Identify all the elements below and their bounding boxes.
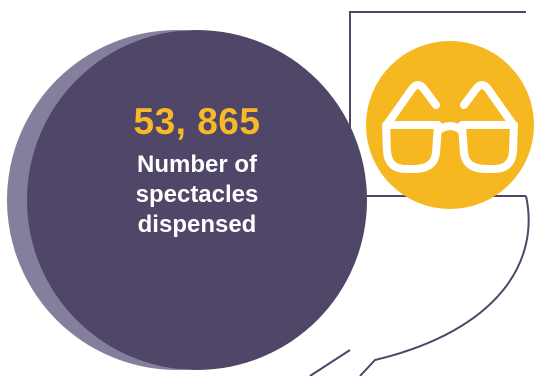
stat-block: 53, 865 Number of spectacles dispensed [97,100,297,240]
stat-value: 53, 865 [133,101,261,142]
glasses-badge [366,41,534,209]
stat-label-line-2: spectacles [135,181,259,208]
stat-label-line-1: Number of [137,151,257,178]
stat-circle [27,30,367,370]
glasses-icon [382,81,518,173]
stat-label-line-3: dispensed [137,211,257,238]
